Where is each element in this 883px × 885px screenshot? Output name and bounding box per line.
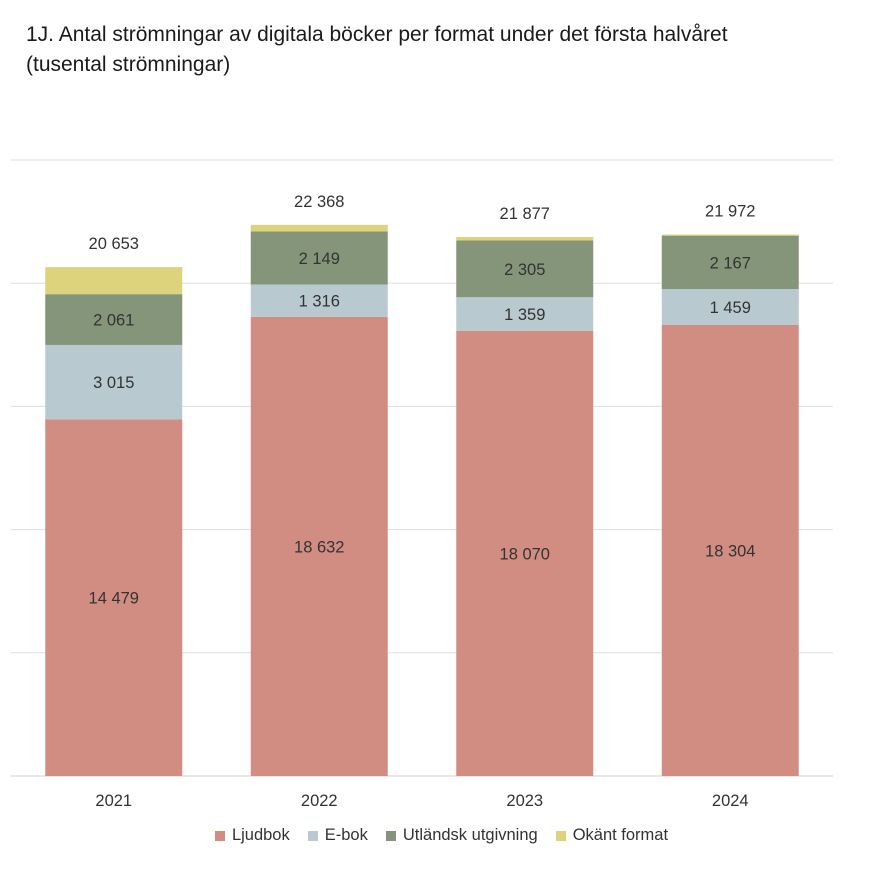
x-tick-label: 2024 — [712, 792, 749, 810]
chart-title: 1J. Antal strömningar av digitala böcker… — [26, 20, 866, 80]
bar-segment-ok-nt-format-2024 — [661, 234, 799, 236]
bar-segment-ljudbok-2021 — [45, 419, 183, 776]
bar-segment-utl-ndsk-utgivning-2022 — [250, 231, 388, 285]
bar-value-label: 1 459 — [710, 299, 751, 317]
x-tick-label: 2022 — [301, 792, 338, 810]
chart-title-line-1: 1J. Antal strömningar av digitala böcker… — [26, 23, 728, 46]
x-tick-label: 2021 — [95, 792, 132, 810]
legend-item-utlandsk-utgivning: Utländsk utgivning — [385, 826, 538, 845]
bar-segment-e-bok-2024 — [661, 289, 799, 325]
bar-value-label: 18 632 — [294, 538, 344, 556]
bar-segment-ok-nt-format-2022 — [250, 224, 388, 232]
legend-swatch-okant-format — [555, 830, 566, 841]
bar-total-label: 20 653 — [89, 235, 139, 253]
bar-segment-ljudbok-2024 — [661, 324, 799, 776]
bar-value-label: 1 359 — [504, 306, 545, 324]
bar-value-label: 2 149 — [299, 250, 340, 268]
legend-item-ljudbok: Ljudbok — [214, 826, 290, 845]
legend-label-utlandsk-utgivning: Utländsk utgivning — [402, 826, 538, 844]
bar-value-label: 14 479 — [89, 590, 139, 608]
bar-segment-utl-ndsk-utgivning-2021 — [45, 294, 183, 345]
x-tick-label: 2023 — [506, 792, 543, 810]
bar-value-label: 18 070 — [500, 545, 550, 563]
bar-segment-ok-nt-format-2021 — [45, 267, 183, 295]
legend-label-e-bok: E-bok — [324, 826, 368, 844]
bar-segment-ljudbok-2022 — [250, 316, 388, 776]
chart-legend: Ljudbok E-bok Utländsk utgivning Okänt f… — [0, 826, 883, 845]
stacked-bar-chart: 14 479 3 015 2 061 20 653 2021 18 632 1 316 2 1… — [11, 159, 833, 810]
bar-value-label: 18 304 — [705, 542, 755, 560]
bar-value-label: 2 305 — [504, 261, 545, 279]
bar-total-label: 21 877 — [500, 205, 550, 223]
legend-swatch-ljudbok — [214, 830, 225, 841]
bar-value-label: 3 015 — [93, 374, 134, 392]
legend-item-e-bok: E-bok — [307, 826, 368, 845]
bar-segment-ljudbok-2023 — [456, 330, 594, 776]
legend-swatch-e-bok — [307, 830, 318, 841]
legend-label-ljudbok: Ljudbok — [231, 826, 290, 844]
bar-segment-e-bok-2023 — [456, 297, 594, 331]
legend-item-okant-format: Okänt format — [555, 826, 669, 845]
bar-segment-utl-ndsk-utgivning-2023 — [456, 240, 594, 298]
bar-segment-ok-nt-format-2023 — [456, 236, 594, 241]
bar-segment-e-bok-2022 — [250, 284, 388, 317]
legend-swatch-utlandsk-utgivning — [385, 830, 396, 841]
bar-value-label: 1 316 — [299, 293, 340, 311]
bar-value-label: 2 061 — [93, 312, 134, 330]
bar-total-label: 21 972 — [705, 203, 755, 221]
legend-label-okant-format: Okänt format — [572, 826, 669, 844]
bar-total-label: 22 368 — [294, 193, 344, 211]
bar-value-label: 2 167 — [710, 254, 751, 272]
bar-segment-e-bok-2021 — [45, 344, 183, 420]
bar-segment-utl-ndsk-utgivning-2024 — [661, 235, 799, 290]
chart-title-line-2: (tusental strömningar) — [26, 53, 231, 76]
